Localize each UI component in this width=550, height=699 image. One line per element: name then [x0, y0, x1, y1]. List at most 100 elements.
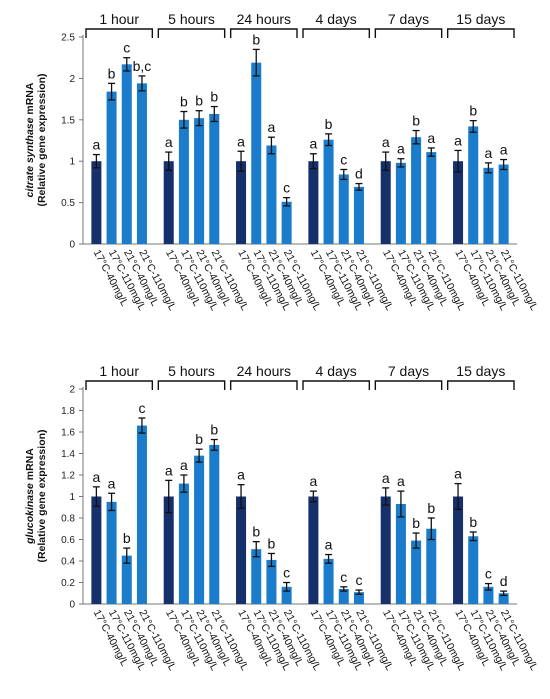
bar — [136, 425, 147, 604]
bar — [136, 83, 147, 244]
bar — [395, 504, 406, 604]
y-axis-title: citrate synthase mRNA — [24, 82, 36, 197]
y-tick-label: 0.4 — [61, 557, 75, 568]
significance-letter: c — [355, 572, 362, 588]
significance-letter: c — [283, 565, 290, 581]
significance-letter: a — [485, 145, 493, 161]
group-bracket — [157, 28, 226, 38]
bar — [411, 137, 422, 244]
bar — [121, 555, 132, 604]
bar — [178, 483, 189, 604]
group-bracket — [157, 380, 226, 390]
group-bracket — [446, 28, 515, 38]
group-bracket — [85, 380, 154, 390]
group-label: 4 days — [316, 363, 357, 379]
y-tick-label: 2 — [69, 74, 75, 85]
significance-letter: b — [123, 530, 131, 546]
significance-letter: c — [340, 151, 347, 167]
significance-letter: b — [108, 65, 116, 81]
bar — [251, 62, 262, 244]
group-label: 7 days — [388, 363, 429, 379]
significance-letter: d — [355, 166, 363, 182]
bar — [411, 540, 422, 604]
bar — [483, 167, 494, 244]
significance-letter: c — [283, 180, 290, 196]
significance-letter: a — [454, 466, 462, 482]
bar — [91, 161, 102, 244]
significance-letter: c — [123, 40, 130, 56]
y-tick-label: 0 — [69, 240, 75, 251]
y-tick-label: 1.4 — [61, 449, 75, 460]
bar — [106, 501, 117, 604]
significance-letter: a — [382, 134, 390, 150]
group-label: 1 hour — [99, 363, 139, 379]
significance-letter: b — [195, 93, 203, 109]
significance-letter: b — [412, 113, 420, 129]
significance-letter: a — [500, 142, 508, 158]
group-label: 7 days — [388, 11, 429, 27]
bar — [266, 145, 277, 244]
group-bracket — [302, 28, 371, 38]
significance-letter: c — [340, 569, 347, 585]
group-label: 15 days — [456, 363, 505, 379]
bar — [91, 496, 102, 604]
significance-letter: a — [165, 462, 173, 478]
group-label: 15 days — [456, 11, 505, 27]
y-tick-label: 1.8 — [61, 406, 75, 417]
group-label: 24 hours — [237, 363, 291, 379]
bar — [209, 114, 220, 244]
bar — [163, 496, 174, 604]
bar — [106, 91, 117, 244]
significance-letter: a — [237, 133, 245, 149]
bar — [194, 455, 205, 604]
significance-letter: b,c — [133, 58, 152, 74]
significance-letter: a — [237, 467, 245, 483]
bar — [323, 139, 334, 244]
significance-letter: a — [309, 136, 317, 152]
significance-letter: b — [195, 431, 203, 447]
group-bracket — [229, 380, 298, 390]
bar — [178, 119, 189, 244]
significance-letter: a — [108, 475, 116, 491]
bar — [353, 592, 364, 604]
significance-letter: b — [469, 103, 477, 119]
y-tick-label: 0.2 — [61, 578, 75, 589]
bar — [353, 186, 364, 244]
significance-letter: a — [382, 470, 390, 486]
significance-letter: b — [412, 515, 420, 531]
bar — [426, 528, 437, 604]
bar — [338, 174, 349, 244]
bar — [163, 161, 174, 244]
significance-letter: a — [397, 473, 405, 489]
significance-letter: a — [92, 137, 100, 153]
significance-letter: a — [325, 537, 333, 553]
group-label: 4 days — [316, 11, 357, 27]
y-tick-label: 0.8 — [61, 514, 75, 525]
significance-letter: a — [268, 119, 276, 135]
bar — [236, 161, 247, 244]
significance-letter: a — [427, 130, 435, 146]
significance-letter: b — [268, 535, 276, 551]
bar — [121, 64, 132, 244]
group-label: 5 hours — [168, 363, 215, 379]
bar — [281, 201, 292, 244]
y-tick-label: 1.5 — [61, 115, 75, 126]
bar — [338, 588, 349, 604]
bar — [266, 559, 277, 604]
y-tick-label: 1 — [69, 157, 75, 168]
group-bracket — [374, 380, 443, 390]
y-axis-title-line2: (Relative gene expression) — [36, 429, 48, 562]
significance-letter: b — [180, 94, 188, 110]
significance-letter: b — [210, 89, 218, 105]
y-axis-title-suffix: mRNA — [24, 82, 36, 117]
significance-letter: a — [397, 141, 405, 157]
bar — [498, 593, 509, 604]
bar — [453, 161, 464, 244]
bar — [209, 444, 220, 604]
bar — [281, 586, 292, 604]
bar — [380, 161, 391, 244]
y-tick-label: 2 — [69, 385, 75, 396]
y-tick-label: 2.5 — [61, 33, 75, 44]
bar — [395, 162, 406, 244]
